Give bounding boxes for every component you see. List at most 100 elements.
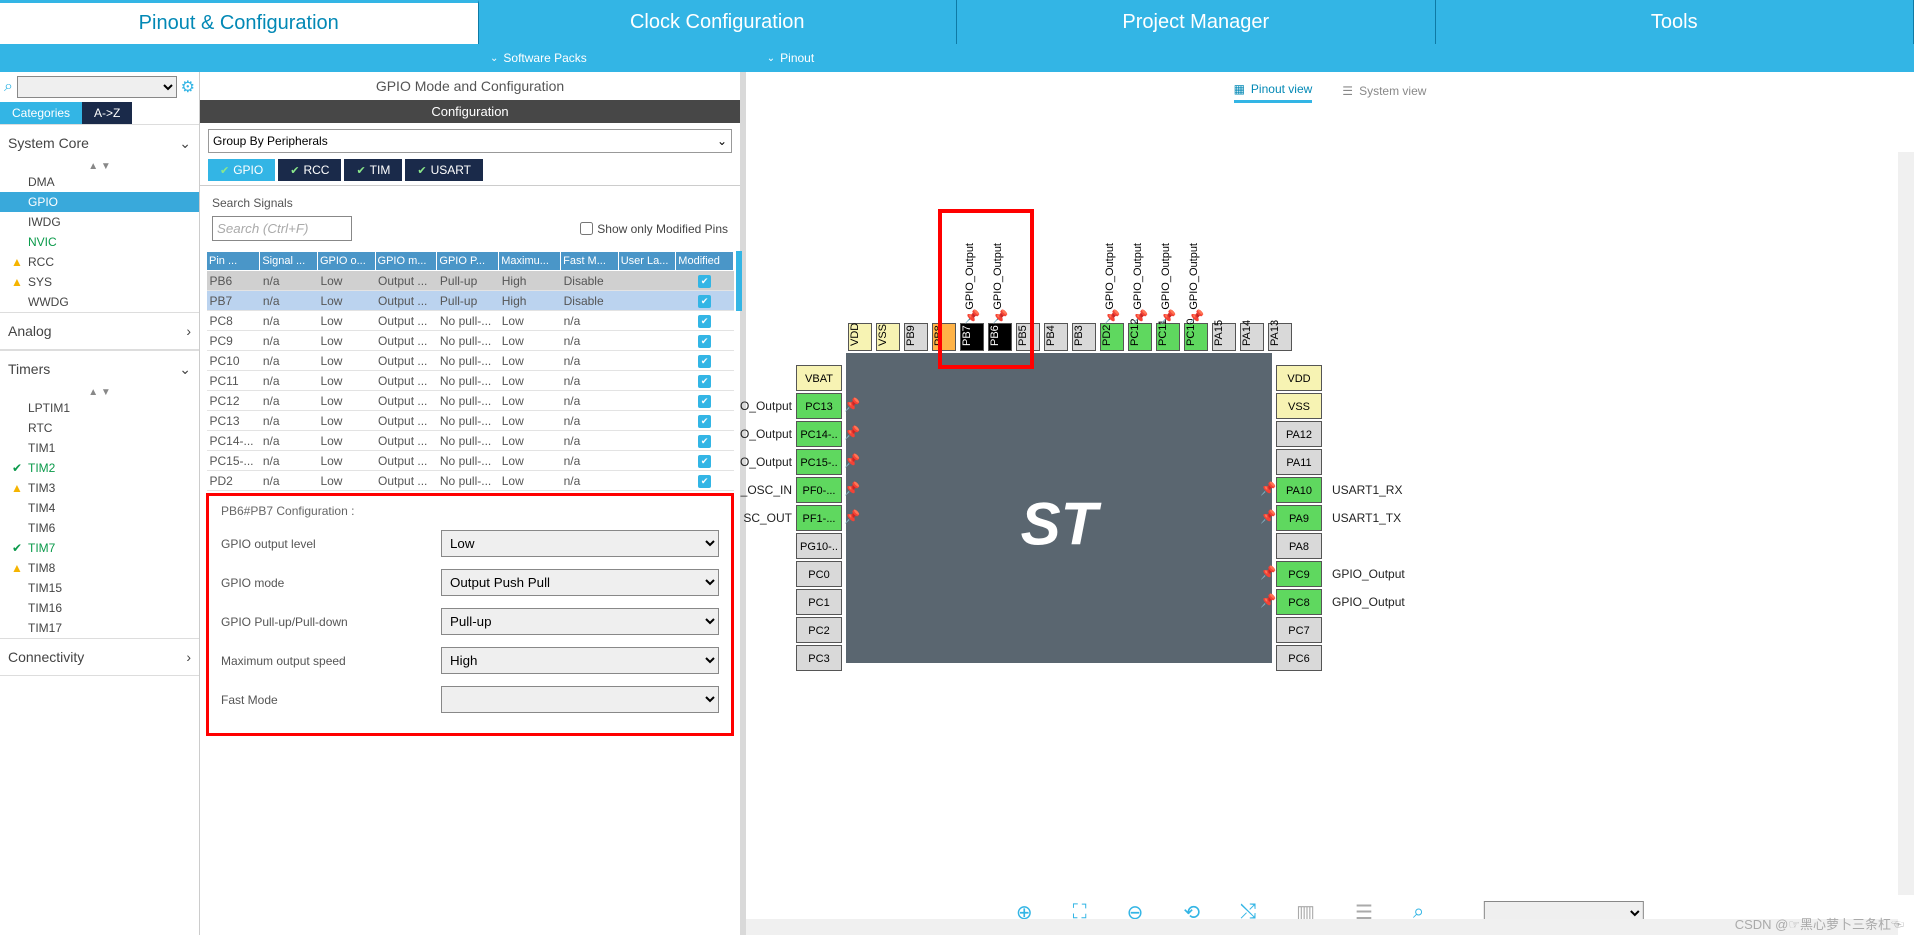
periph-tab-tim[interactable]: ✔ TIM [344,159,402,181]
pin-pc9[interactable]: PC9 [1276,561,1322,587]
pin-pa14[interactable]: PA14 [1240,323,1264,351]
sidebar-item-rtc[interactable]: RTC [0,418,199,438]
col-header[interactable]: GPIO P... [437,252,499,271]
pin-pb4[interactable]: PB4 [1044,323,1068,351]
search-icon[interactable]: ⌕ [4,78,13,96]
col-header[interactable]: GPIO o... [317,252,375,271]
sidebar-item-iwdg[interactable]: IWDG [0,212,199,232]
pin-pa11[interactable]: PA11 [1276,449,1322,475]
pin-pa8[interactable]: PA8 [1276,533,1322,559]
periph-tab-usart[interactable]: ✔ USART [405,159,483,181]
sidebar-search-combo[interactable] [17,76,177,98]
sidebar-item-tim15[interactable]: TIM15 [0,578,199,598]
pin-pc11[interactable]: PC11 [1156,323,1180,351]
pin-pa15[interactable]: PA15 [1212,323,1236,351]
sidebar-item-gpio[interactable]: GPIO [0,192,199,212]
pin-pd2[interactable]: PD2 [1100,323,1124,351]
sidebar-item-dma[interactable]: DMA [0,172,199,192]
sidebar-item-tim1[interactable]: TIM1 [0,438,199,458]
gear-icon[interactable]: ⚙ [181,77,195,97]
search-signals-input[interactable] [212,216,352,241]
table-row[interactable]: PC8n/aLowOutput ...No pull-...Lown/a✔ [207,311,734,331]
modified-checkbox[interactable]: ✔ [698,375,711,388]
pin-pc2[interactable]: PC2 [796,617,842,643]
view-tab-system-view[interactable]: ☰ System view [1342,82,1426,103]
pin-vdd[interactable]: VDD [848,323,872,351]
pin-vdd[interactable]: VDD [1276,365,1322,391]
category-header-system-core[interactable]: System Core⌄ [0,124,199,162]
sidebar-item-wwdg[interactable]: WWDG [0,292,199,312]
pin-pb9[interactable]: PB9 [904,323,928,351]
pin-pc12[interactable]: PC12 [1128,323,1152,351]
modified-checkbox[interactable]: ✔ [698,395,711,408]
table-row[interactable]: PC9n/aLowOutput ...No pull-...Lown/a✔ [207,331,734,351]
sidebar-tab-az[interactable]: A->Z [82,102,132,124]
sub-item-software-packs[interactable]: ⌄ Software Packs [490,51,587,65]
pin-pc13[interactable]: PC13 [796,393,842,419]
pin-pc8[interactable]: PC8 [1276,589,1322,615]
pin-pf0-[interactable]: PF0-... [796,477,842,503]
pin-pf1-[interactable]: PF1-... [796,505,842,531]
table-row[interactable]: PC15-...n/aLowOutput ...No pull-...Lown/… [207,451,734,471]
pin-pc1[interactable]: PC1 [796,589,842,615]
top-tab-tools[interactable]: Tools [1436,0,1914,44]
col-header[interactable]: Pin ... [207,252,260,271]
top-tab-project-manager[interactable]: Project Manager [957,0,1436,44]
table-row[interactable]: PC12n/aLowOutput ...No pull-...Lown/a✔ [207,391,734,411]
periph-tab-gpio[interactable]: ✔ GPIO [208,159,275,181]
sidebar-item-lptim1[interactable]: LPTIM1 [0,398,199,418]
sidebar-item-tim16[interactable]: TIM16 [0,598,199,618]
periph-tab-rcc[interactable]: ✔ RCC [278,159,341,181]
group-by-dropdown[interactable]: Group By Peripherals ⌄ [208,129,732,153]
show-modified-checkbox[interactable] [580,222,593,235]
col-header[interactable]: User La... [618,252,676,271]
sidebar-item-tim7[interactable]: ✔TIM7 [0,538,199,558]
modified-checkbox[interactable]: ✔ [698,455,711,468]
category-header-analog[interactable]: Analog› [0,312,199,350]
table-row[interactable]: PC13n/aLowOutput ...No pull-...Lown/a✔ [207,411,734,431]
sidebar-item-nvic[interactable]: NVIC [0,232,199,252]
table-row[interactable]: PB7n/aLowOutput ...Pull-upHighDisable✔ [207,291,734,311]
modified-checkbox[interactable]: ✔ [698,355,711,368]
table-scroll-indicator[interactable] [736,251,742,311]
table-row[interactable]: PC10n/aLowOutput ...No pull-...Lown/a✔ [207,351,734,371]
col-header[interactable]: Modified [676,252,734,271]
pin-vbat[interactable]: VBAT [796,365,842,391]
pin-pc10[interactable]: PC10 [1184,323,1208,351]
pin-pb3[interactable]: PB3 [1072,323,1096,351]
modified-checkbox[interactable]: ✔ [698,415,711,428]
vertical-scrollbar[interactable] [1898,152,1914,895]
sidebar-tab-categories[interactable]: Categories [0,102,82,124]
horizontal-scrollbar[interactable] [746,919,1898,935]
field-select-gpio-pull-up-pull-down[interactable]: Pull-up [441,608,719,635]
top-tab-pinout-configuration[interactable]: Pinout & Configuration [0,0,479,44]
table-row[interactable]: PB6n/aLowOutput ...Pull-upHighDisable✔ [207,271,734,291]
col-header[interactable]: Signal ... [260,252,318,271]
col-header[interactable]: Maximu... [499,252,561,271]
modified-checkbox[interactable]: ✔ [698,315,711,328]
modified-checkbox[interactable]: ✔ [698,335,711,348]
sub-item-pinout[interactable]: ⌄ Pinout [767,51,814,65]
modified-checkbox[interactable]: ✔ [698,275,711,288]
col-header[interactable]: GPIO m... [375,252,437,271]
pin-pc3[interactable]: PC3 [796,645,842,671]
pin-pg10-[interactable]: PG10-.. [796,533,842,559]
table-row[interactable]: PC14-...n/aLowOutput ...No pull-...Lown/… [207,431,734,451]
sidebar-item-tim4[interactable]: TIM4 [0,498,199,518]
col-header[interactable]: Fast M... [561,252,619,271]
field-select-fast-mode[interactable] [441,686,719,713]
category-header-connectivity[interactable]: Connectivity› [0,638,199,676]
table-row[interactable]: PD2n/aLowOutput ...No pull-...Lown/a✔ [207,471,734,491]
pin-pa9[interactable]: PA9 [1276,505,1322,531]
view-tab-pinout-view[interactable]: ▦ Pinout view [1234,82,1313,103]
modified-checkbox[interactable]: ✔ [698,475,711,488]
pin-pc14-[interactable]: PC14-.. [796,421,842,447]
sidebar-item-rcc[interactable]: ▲RCC [0,252,199,272]
sidebar-item-tim2[interactable]: ✔TIM2 [0,458,199,478]
sidebar-item-sys[interactable]: ▲SYS [0,272,199,292]
pin-pa10[interactable]: PA10 [1276,477,1322,503]
modified-checkbox[interactable]: ✔ [698,435,711,448]
sidebar-item-tim8[interactable]: ▲TIM8 [0,558,199,578]
pin-pc7[interactable]: PC7 [1276,617,1322,643]
pin-pc0[interactable]: PC0 [796,561,842,587]
